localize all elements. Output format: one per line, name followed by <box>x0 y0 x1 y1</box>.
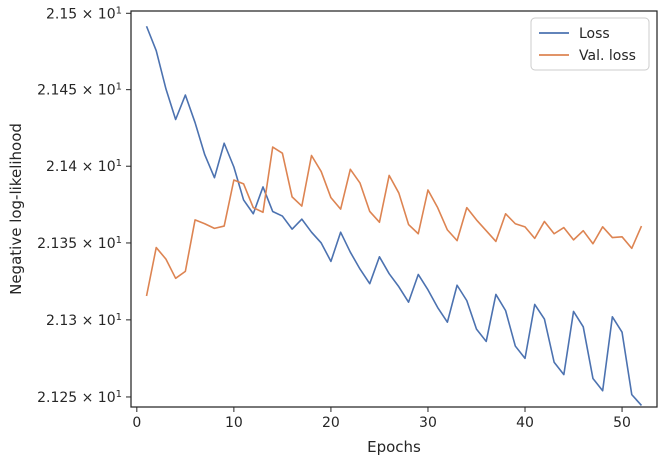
legend-box <box>530 17 650 71</box>
y-tick-label: 2.13 × 101 <box>46 311 122 329</box>
plot-area-frame <box>130 10 658 408</box>
y-tick-label: 2.135 × 101 <box>37 234 122 252</box>
x-tick-label: 0 <box>132 415 141 431</box>
x-tick-label: 10 <box>225 415 243 431</box>
x-tick-label: 50 <box>613 415 631 431</box>
series-layer <box>145 25 643 406</box>
x-axis-label: Epochs <box>367 438 421 456</box>
x-tick-label: 30 <box>419 415 437 431</box>
y-axis-ticks: 2.125 × 101 2.13 × 101 2.135 × 101 2.14 × 1… <box>37 5 131 406</box>
y-axis-label: Negative log-likelihood <box>7 123 25 295</box>
y-tick-label: 2.15 × 101 <box>46 5 122 23</box>
x-tick-label: 20 <box>322 415 340 431</box>
x-axis-ticks: 0 10 20 30 40 50 <box>132 407 631 431</box>
y-tick-label: 2.125 × 101 <box>37 388 122 406</box>
legend-label: Loss <box>579 26 610 42</box>
series-line-1 <box>145 146 643 297</box>
y-tick-label: 2.14 × 101 <box>46 158 122 176</box>
series-points-1 <box>146 147 642 297</box>
legend-label: Val. loss <box>579 48 636 64</box>
series-line-0 <box>145 25 643 406</box>
legend: Loss Val. loss <box>530 17 650 71</box>
series-points-0 <box>146 26 642 406</box>
x-tick-label: 40 <box>516 415 534 431</box>
y-tick-label: 2.145 × 101 <box>37 81 122 99</box>
